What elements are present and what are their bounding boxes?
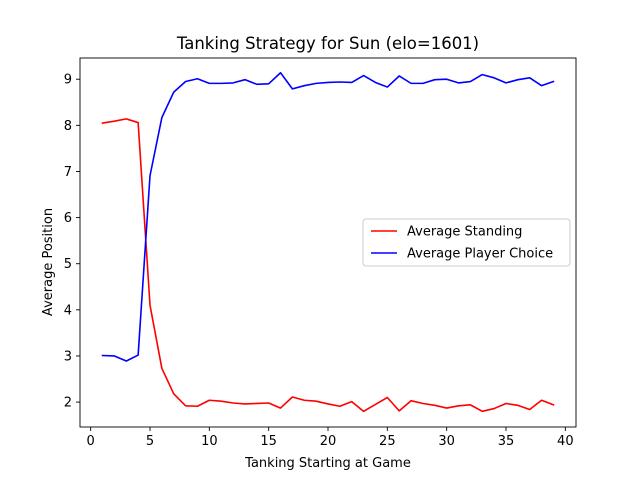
y-tick-label: 4 — [64, 303, 72, 318]
x-tick-label: 40 — [557, 434, 574, 449]
legend-box — [362, 218, 571, 267]
y-tick-label: 5 — [64, 257, 72, 272]
y-tick-label: 7 — [64, 165, 72, 180]
plot-area — [101, 71, 555, 413]
axes: 0 5 10 15 20 25 30 35 40 2 3 4 5 6 7 8 9 — [64, 57, 577, 449]
y-tick-label: 2 — [64, 396, 72, 411]
series-line-2 — [101, 71, 555, 362]
x-tick-label: 10 — [201, 434, 218, 449]
x-tick-label: 30 — [438, 434, 455, 449]
x-tick-label: 35 — [498, 434, 515, 449]
chart-title: Tanking Strategy for Sun (elo=1601) — [176, 34, 479, 53]
series-line-1 — [101, 118, 555, 413]
x-tick-label: 15 — [260, 434, 277, 449]
y-tick-label: 6 — [64, 211, 72, 226]
legend-label-2: Average Player Choice — [407, 247, 553, 262]
x-tick-label: 5 — [146, 434, 154, 449]
y-tick-label: 8 — [64, 119, 72, 134]
legend: Average Standing Average Player Choice — [362, 218, 571, 267]
x-tick-label: 25 — [379, 434, 396, 449]
x-tick-label: 20 — [320, 434, 337, 449]
y-tick-label: 9 — [64, 73, 72, 88]
y-axis-label: Average Position — [41, 208, 56, 316]
x-axis-label: Tanking Starting at Game — [244, 456, 411, 471]
y-tick-label: 3 — [64, 349, 72, 364]
legend-label-1: Average Standing — [407, 225, 522, 240]
x-tick-label: 0 — [87, 434, 95, 449]
